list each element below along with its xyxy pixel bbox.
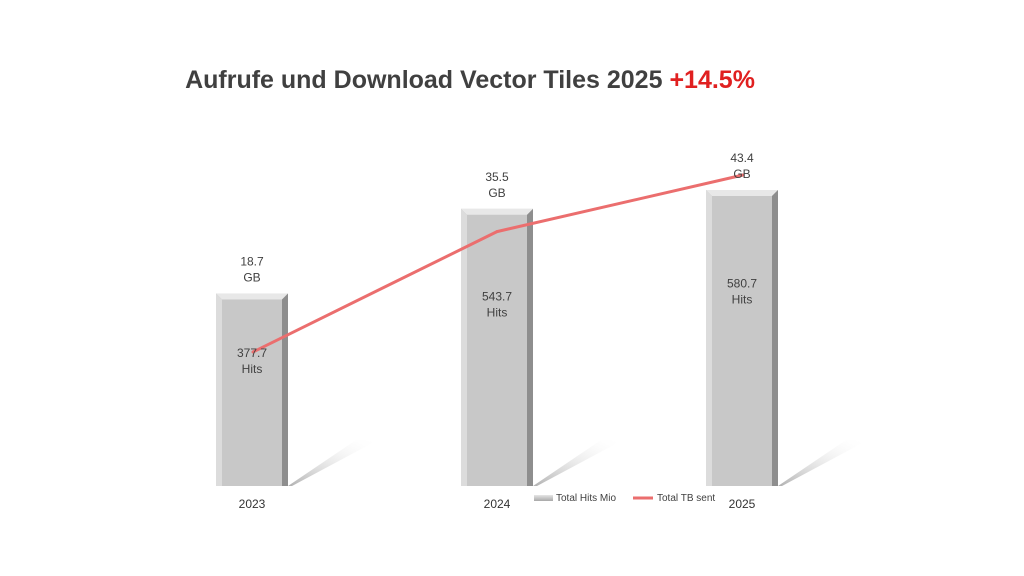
chart-title-text: Aufrufe und Download Vector Tiles 2025 bbox=[185, 66, 663, 94]
bar-2024 bbox=[461, 208, 533, 487]
line-value-label: 43.4 GB bbox=[730, 151, 754, 181]
bar-value-label: 377.7 Hits bbox=[237, 346, 267, 376]
line-point bbox=[251, 350, 255, 354]
chart-title: Aufrufe und Download Vector Tiles 2025 +… bbox=[0, 66, 940, 95]
bar-value-label: 580.7 Hits bbox=[727, 277, 757, 307]
legend: Total Hits Mio Total TB sent bbox=[534, 493, 715, 504]
bar-shadow bbox=[533, 440, 623, 486]
bar-2025 bbox=[706, 190, 778, 486]
category-label: 2023 bbox=[239, 497, 266, 511]
bar-shadow bbox=[288, 440, 378, 486]
legend-swatch-bar bbox=[534, 495, 553, 501]
legend-item-total-hits: Total Hits Mio bbox=[534, 493, 616, 504]
legend-label: Total Hits Mio bbox=[556, 493, 616, 504]
bar-shadow bbox=[778, 440, 868, 486]
line-value-label: 35.5 GB bbox=[485, 170, 509, 200]
legend-item-total-tb: Total TB sent bbox=[633, 493, 715, 504]
legend-label: Total TB sent bbox=[657, 493, 715, 504]
category-label: 2025 bbox=[729, 497, 756, 511]
line-value-label: 18.7 GB bbox=[240, 254, 264, 284]
line-point bbox=[495, 230, 499, 234]
bar-value-label: 543.7 Hits bbox=[482, 289, 512, 319]
chart-title-highlight: +14.5% bbox=[669, 66, 755, 94]
line-point bbox=[741, 173, 745, 177]
category-label: 2024 bbox=[484, 497, 511, 511]
bar-2023 bbox=[216, 293, 288, 486]
